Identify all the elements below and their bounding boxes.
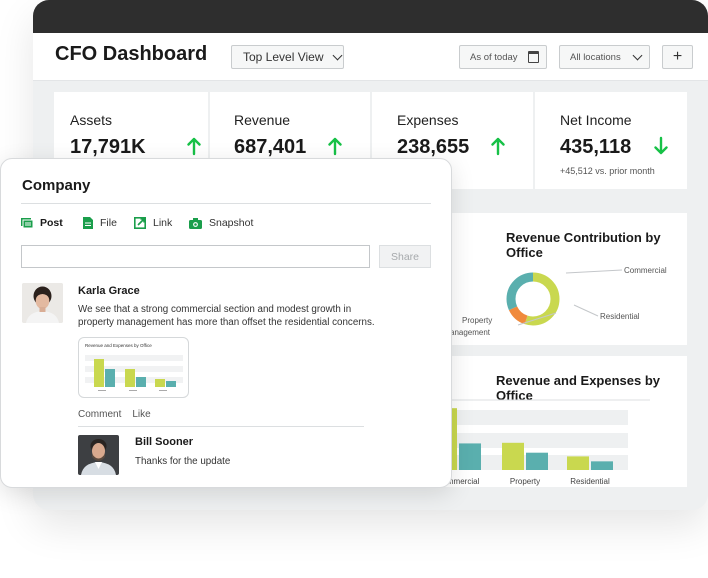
tab-snapshot[interactable]: Snapshot xyxy=(189,217,253,229)
arrow-up-icon xyxy=(491,137,505,156)
donut-chart: Commercial Residential Property anagemen… xyxy=(450,266,667,337)
avatar xyxy=(22,283,63,323)
post-actions: Comment Like xyxy=(78,409,151,420)
kpi-label: Net Income xyxy=(560,112,632,128)
pie-slice-property-management[interactable] xyxy=(506,272,560,326)
legend-label-management: anagement xyxy=(450,328,491,337)
link-icon xyxy=(134,217,146,229)
kpi-value: 17,791K xyxy=(70,136,146,158)
bar-residential-series-1[interactable] xyxy=(567,456,589,470)
kpi-value: 687,401 xyxy=(234,136,307,158)
grid-band xyxy=(414,410,628,425)
view-select[interactable]: Top Level View xyxy=(231,45,344,69)
legend-label-residential: Residential xyxy=(600,312,640,321)
x-tick-label: Property xyxy=(510,477,540,486)
comment-link[interactable]: Comment xyxy=(78,409,122,420)
tab-file[interactable]: File xyxy=(83,217,117,229)
bar-commercial-series-2[interactable] xyxy=(459,443,481,470)
tab-label: Post xyxy=(40,217,63,229)
tab-post[interactable]: Post xyxy=(21,217,63,229)
arrow-down-icon xyxy=(654,136,668,155)
tab-label: File xyxy=(100,217,117,229)
dashboard-header: CFO Dashboard Top Level View As of today… xyxy=(33,33,708,81)
kpi-comparison: +45,512 vs. prior month xyxy=(560,166,655,176)
legend-label-property: Property xyxy=(462,316,492,325)
arrow-up-icon xyxy=(328,137,342,156)
x-tick-label: Residential xyxy=(570,477,610,486)
bar-chart: Commercial Property Residential xyxy=(414,399,650,486)
calendar-icon xyxy=(528,51,539,63)
x-tick-label: Commercial xyxy=(437,477,480,486)
view-select-label: Top Level View xyxy=(243,50,324,64)
tab-link[interactable]: Link xyxy=(134,217,172,229)
kpi-value: 238,655 xyxy=(397,136,470,158)
share-button[interactable]: Share xyxy=(379,245,431,268)
file-icon xyxy=(83,217,93,229)
post-input[interactable] xyxy=(21,245,370,268)
kpi-label: Revenue xyxy=(234,112,291,128)
post-icon xyxy=(21,218,33,229)
kpi-value: 435,118 xyxy=(560,136,632,158)
divider xyxy=(21,203,431,204)
tab-label: Link xyxy=(153,217,173,229)
card-title: Revenue Contribution by Office xyxy=(506,230,661,260)
panel-title: Company xyxy=(22,177,91,194)
reply-author[interactable]: Bill Sooner xyxy=(135,436,194,448)
reply-text: Thanks for the update xyxy=(135,456,231,467)
plus-icon: + xyxy=(672,48,683,65)
window-topbar xyxy=(33,0,708,33)
company-panel: Company Post File Link Snapshot Share xyxy=(0,158,452,488)
post-text-line: property management has more than offset… xyxy=(78,317,375,328)
chevron-down-icon xyxy=(332,50,342,60)
bar-property-series-2[interactable] xyxy=(526,452,548,470)
tab-label: Snapshot xyxy=(209,217,254,229)
divider xyxy=(78,426,364,427)
kpi-card-net-income[interactable]: Net Income 435,118 +45,512 vs. prior mon… xyxy=(535,92,687,189)
camera-icon xyxy=(189,217,202,229)
attachment-title: Revenue and Expenses by Office xyxy=(85,343,152,348)
kpi-label: Expenses xyxy=(397,112,459,128)
arrow-up-icon xyxy=(187,137,201,156)
attachment-chart xyxy=(85,355,183,391)
location-filter[interactable]: All locations xyxy=(559,45,650,69)
post-text-line: We see that a strong commercial section … xyxy=(78,304,352,315)
add-button[interactable]: + xyxy=(662,45,693,69)
attachment-thumbnail[interactable]: Revenue and Expenses by Office xyxy=(78,337,189,398)
bar-residential-series-2[interactable] xyxy=(591,461,613,470)
legend-label-commercial: Commercial xyxy=(624,266,667,275)
page-title: CFO Dashboard xyxy=(55,43,208,65)
card-title: Revenue and Expenses by Office xyxy=(496,373,661,403)
location-filter-label: All locations xyxy=(570,51,621,63)
post-author[interactable]: Karla Grace xyxy=(78,285,140,297)
avatar xyxy=(78,435,119,475)
date-filter[interactable]: As of today xyxy=(459,45,547,69)
like-link[interactable]: Like xyxy=(132,409,151,420)
kpi-label: Assets xyxy=(70,112,113,128)
date-filter-label: As of today xyxy=(470,51,518,63)
chevron-down-icon xyxy=(632,50,643,60)
bar-property-series-1[interactable] xyxy=(502,442,524,470)
